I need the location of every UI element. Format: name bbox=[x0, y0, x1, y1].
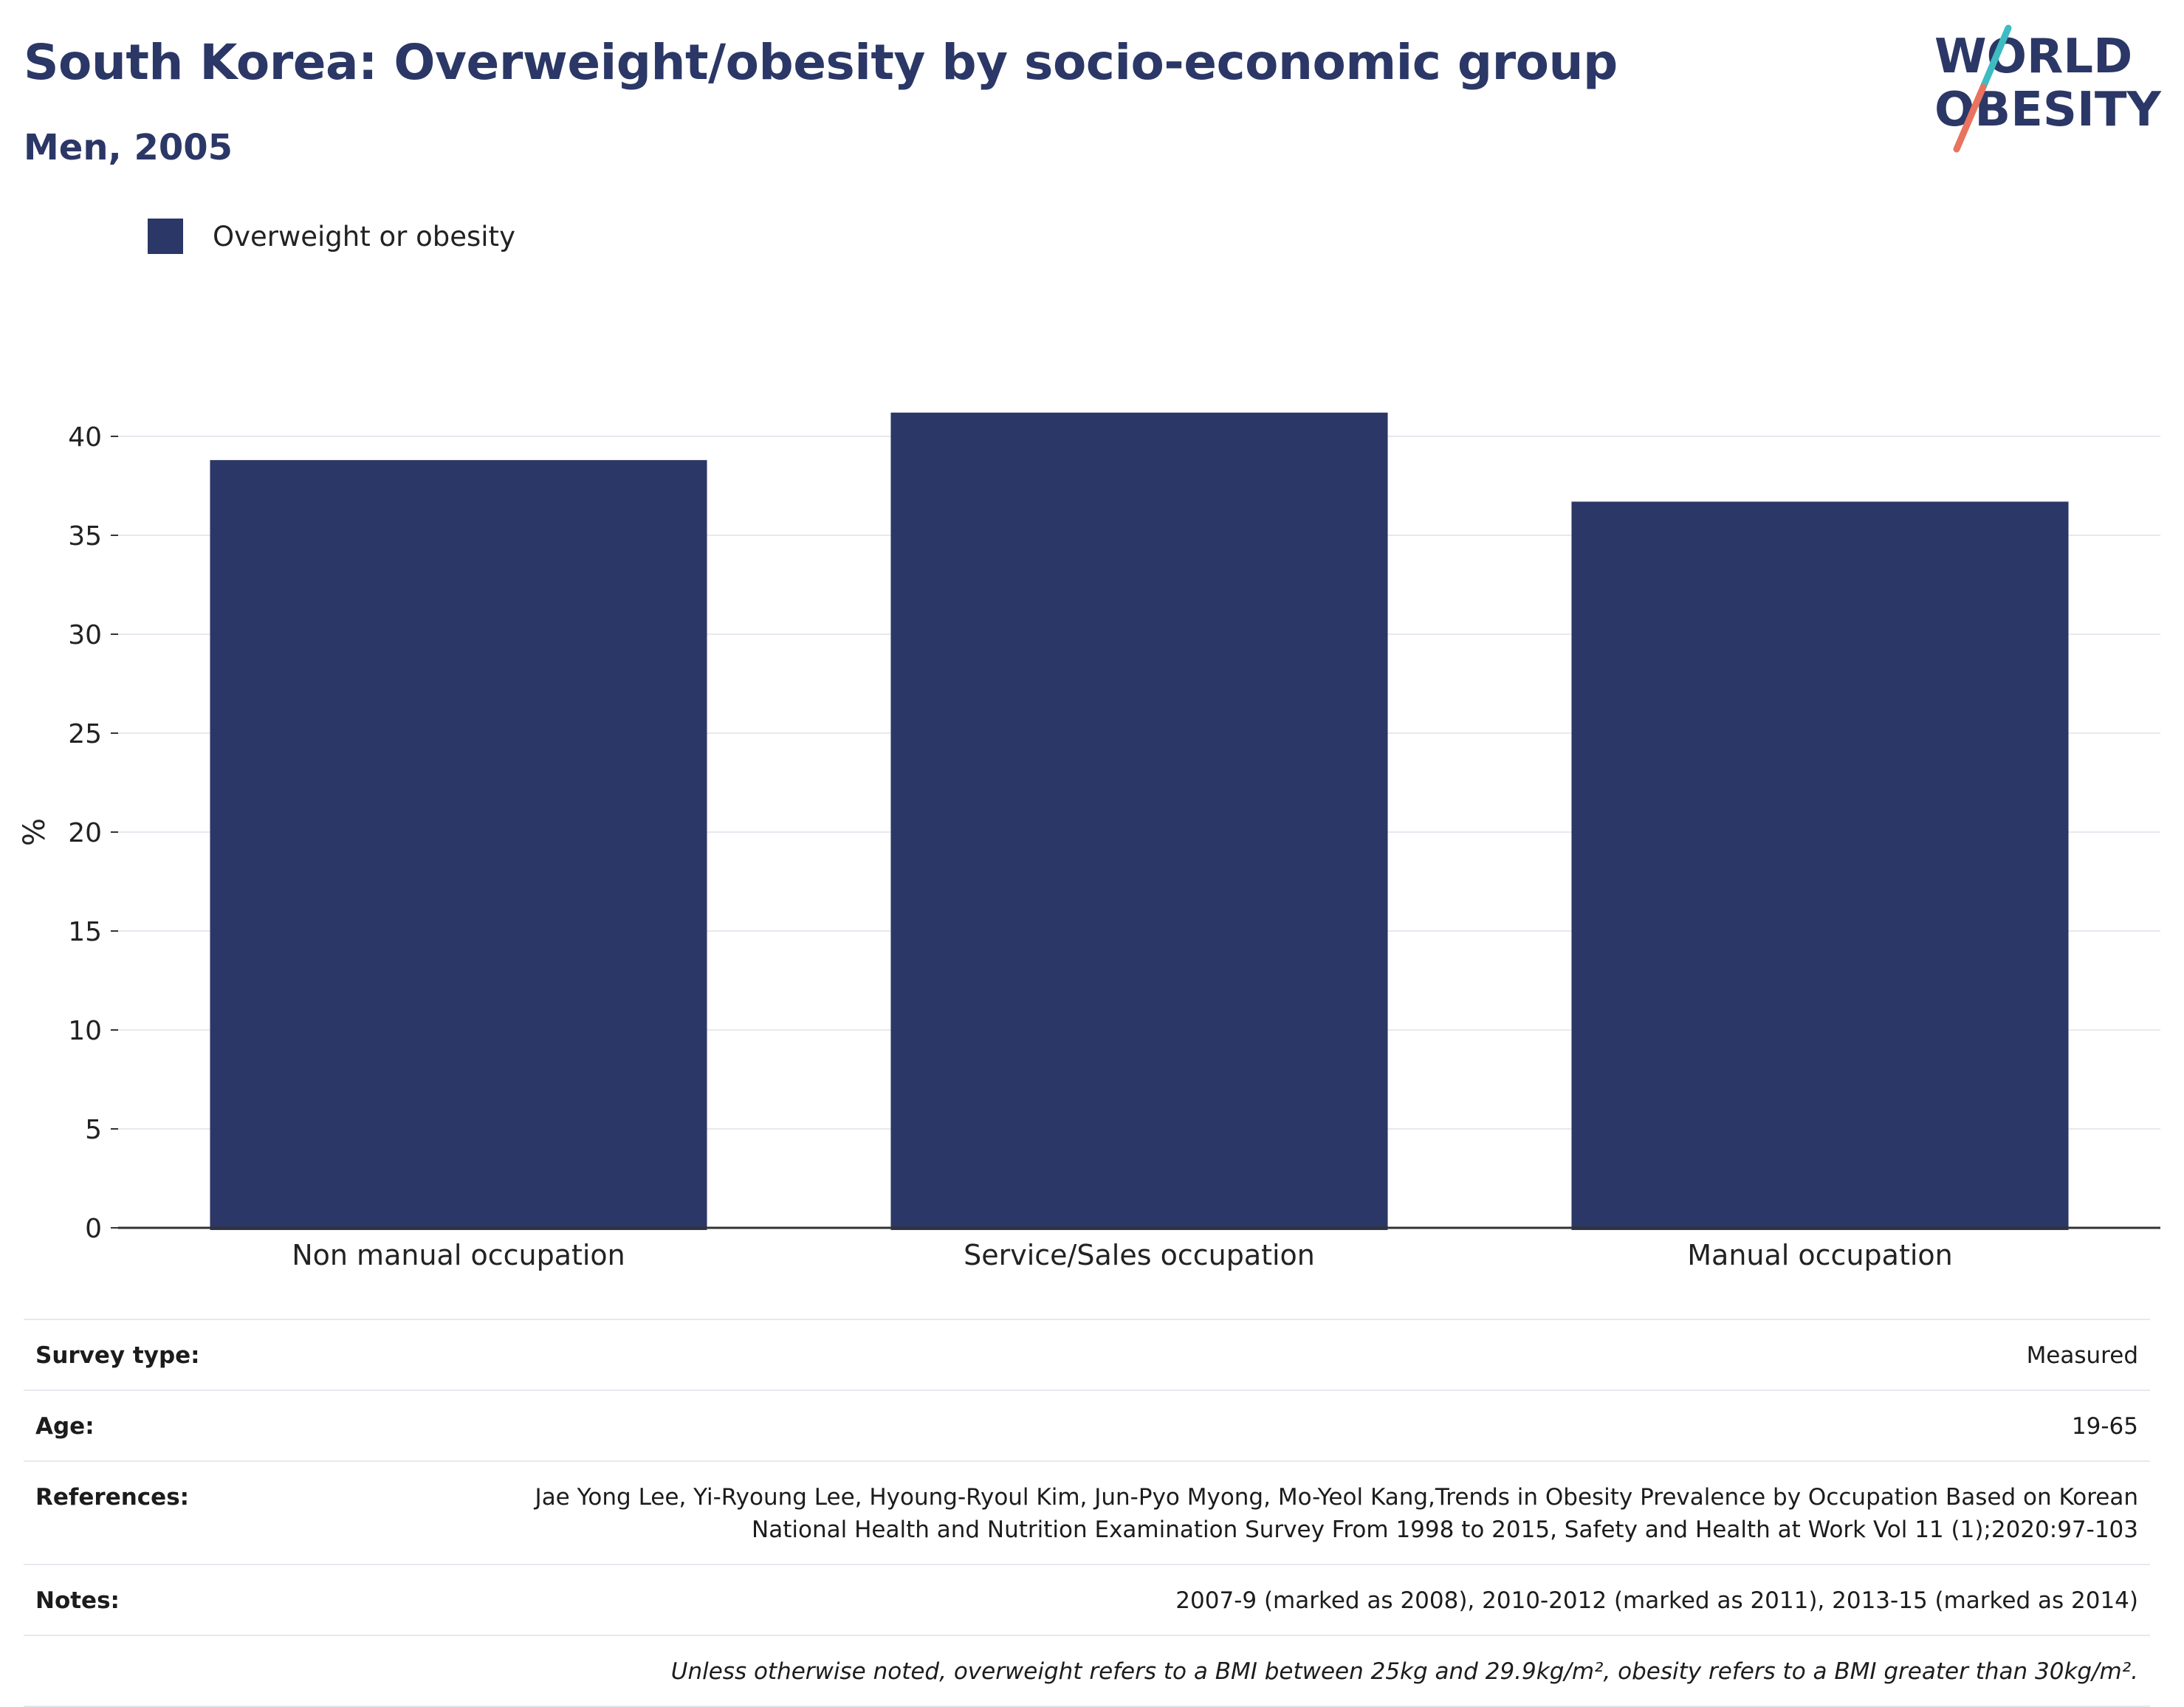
metadata-table: Survey type: Measured Age: 19-65 Referen… bbox=[24, 1319, 2150, 1707]
meta-row-disclaimer: Unless otherwise noted, overweight refer… bbox=[24, 1635, 2150, 1707]
notes-label: Notes: bbox=[35, 1587, 120, 1614]
y-tick-label: 40 bbox=[68, 422, 102, 453]
y-tick-label: 20 bbox=[68, 818, 102, 848]
y-tick-label: 25 bbox=[68, 719, 102, 749]
meta-row-survey-type: Survey type: Measured bbox=[24, 1319, 2150, 1390]
y-tick-label: 5 bbox=[85, 1115, 102, 1145]
x-category-label: Non manual occupation bbox=[292, 1239, 625, 1271]
survey-type-value: Measured bbox=[2026, 1342, 2138, 1369]
legend-label: Overweight or obesity bbox=[213, 220, 515, 253]
bar-2 bbox=[1571, 501, 2069, 1230]
y-axis-title: % bbox=[18, 818, 52, 846]
x-axis-labels: Non manual occupation Service/Sales occup… bbox=[292, 1239, 1953, 1271]
legend-swatch bbox=[148, 219, 183, 254]
bar-1 bbox=[890, 412, 1388, 1230]
survey-type-label: Survey type: bbox=[35, 1342, 200, 1369]
chart-subtitle: Men, 2005 bbox=[24, 127, 233, 168]
meta-row-references: References: Jae Yong Lee, Yi-Ryoung Lee,… bbox=[24, 1460, 2150, 1564]
logo-slash-coral bbox=[1953, 83, 1987, 153]
notes-value: 2007-9 (marked as 2008), 2010-2012 (mark… bbox=[1175, 1587, 2138, 1614]
x-category-label: Manual occupation bbox=[1687, 1239, 1952, 1271]
bar-chart: 0 5 10 15 20 25 30 35 40 Non manual occupation Se… bbox=[18, 412, 2160, 1271]
chart-legend: Overweight or obesity bbox=[148, 219, 515, 254]
world-obesity-logo: WORLD OBESITY bbox=[1934, 24, 2161, 153]
y-axis-ticks: 0 5 10 15 20 25 30 35 40 bbox=[68, 422, 118, 1244]
bmi-disclaimer: Unless otherwise noted, overweight refer… bbox=[670, 1658, 2138, 1685]
logo-text-world: WORLD bbox=[1934, 30, 2132, 84]
meta-row-notes: Notes: 2007-9 (marked as 2008), 2010-201… bbox=[24, 1564, 2150, 1635]
bar-0 bbox=[210, 460, 707, 1230]
y-tick-label: 35 bbox=[68, 521, 102, 552]
bars bbox=[210, 412, 2069, 1230]
references-label: References: bbox=[35, 1484, 190, 1511]
logo-slash-teal bbox=[1979, 24, 2012, 91]
y-tick-label: 10 bbox=[68, 1016, 102, 1046]
x-category-label: Service/Sales occupation bbox=[964, 1239, 1315, 1271]
age-label: Age: bbox=[35, 1413, 95, 1440]
y-tick-label: 0 bbox=[85, 1214, 102, 1244]
y-tick-label: 30 bbox=[68, 620, 102, 650]
references-value: Jae Yong Lee, Yi-Ryoung Lee, Hyoung-Ryou… bbox=[535, 1484, 2138, 1543]
y-tick-label: 15 bbox=[68, 917, 102, 947]
chart-title: South Korea: Overweight/obesity by socio… bbox=[24, 34, 1618, 91]
meta-row-age: Age: 19-65 bbox=[24, 1390, 2150, 1460]
age-value: 19-65 bbox=[2071, 1413, 2138, 1440]
